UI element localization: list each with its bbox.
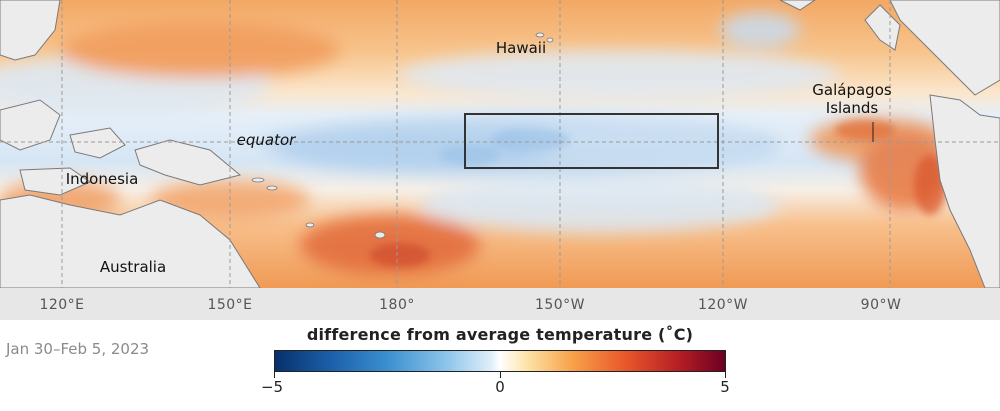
longitude-axis (0, 288, 1000, 320)
label-galapagos-line2: Islands (825, 99, 879, 117)
nino34-region-box (464, 113, 719, 169)
label-galapagos-line1: Galápagos (812, 81, 892, 99)
lon-label-180: 180° (379, 297, 415, 313)
legend-tick-mid (500, 372, 501, 378)
label-galapagos: Galápagos Islands (812, 81, 891, 117)
lon-label-120e: 120°E (39, 297, 85, 313)
sst-anomaly-map (0, 0, 1000, 288)
label-equator: equator (236, 131, 296, 149)
lon-label-120w: 120°W (697, 297, 749, 313)
lon-label-150w: 150°W (534, 297, 586, 313)
legend-tick-max (725, 372, 726, 378)
legend-label-min: −5 (260, 378, 284, 396)
lon-label-150e: 150°E (207, 297, 253, 313)
legend-title: difference from average temperature (˚C) (306, 325, 694, 344)
legend-colorbar (274, 350, 726, 372)
label-hawaii: Hawaii (495, 39, 547, 57)
legend-tick-min (274, 372, 275, 378)
lon-label-90w: 90°W (860, 297, 902, 313)
date-range: Jan 30–Feb 5, 2023 (6, 340, 150, 358)
legend-label-max: 5 (720, 378, 730, 396)
legend-label-mid: 0 (495, 378, 505, 396)
label-australia: Australia (99, 258, 167, 276)
label-indonesia: Indonesia (65, 170, 139, 188)
